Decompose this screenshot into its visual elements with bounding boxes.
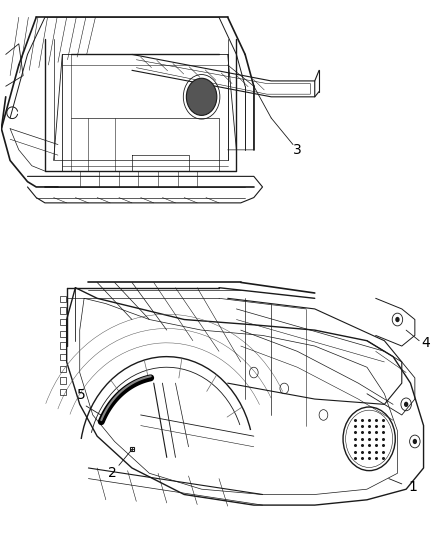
Bar: [60, 342, 66, 349]
Text: 4: 4: [421, 336, 430, 350]
Circle shape: [186, 78, 217, 115]
Bar: [60, 354, 66, 360]
Circle shape: [404, 402, 408, 407]
Circle shape: [413, 439, 417, 444]
Bar: [60, 377, 66, 384]
Text: 2: 2: [108, 466, 117, 480]
Bar: [60, 308, 66, 314]
Text: 1: 1: [408, 480, 417, 494]
Bar: [60, 389, 66, 395]
Text: 5: 5: [78, 389, 86, 402]
Bar: [60, 330, 66, 337]
Text: 3: 3: [293, 143, 302, 157]
Bar: [60, 366, 66, 372]
Bar: [60, 319, 66, 325]
Bar: [60, 296, 66, 302]
Circle shape: [395, 317, 399, 322]
